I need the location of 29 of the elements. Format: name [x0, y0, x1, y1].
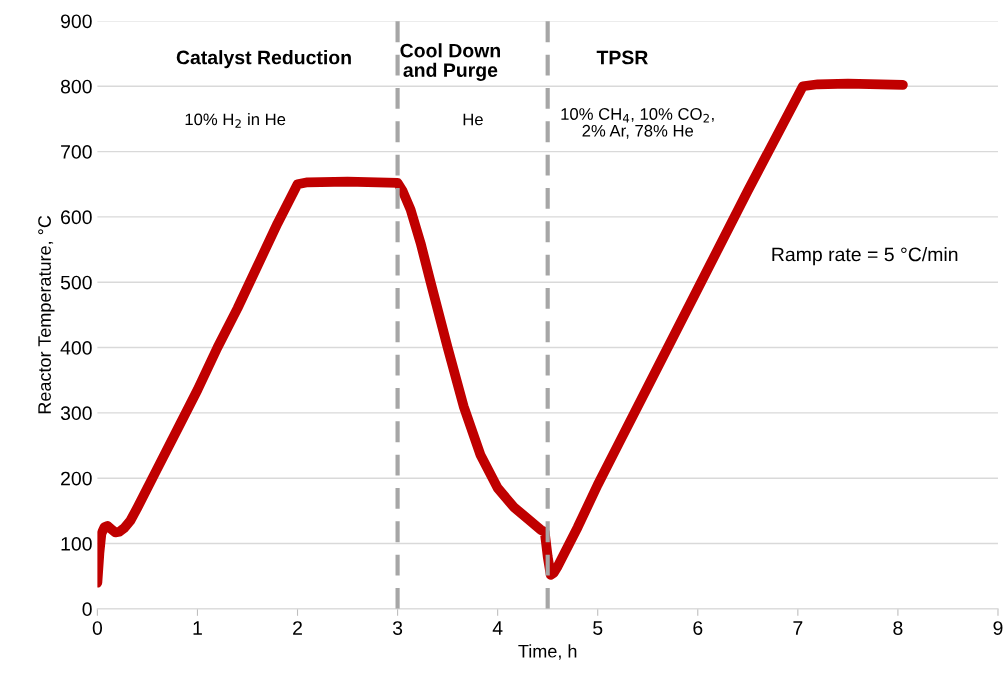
annotation: He	[463, 113, 483, 126]
y-tick-label: 900	[61, 14, 92, 29]
x-tick-label: 9	[993, 621, 1003, 635]
x-tick-label: 4	[492, 621, 503, 635]
y-tick-label: 100	[61, 536, 92, 551]
x-tick-label: 6	[693, 621, 703, 635]
x-tick-label: 3	[392, 621, 403, 635]
y-tick-label: 400	[60, 341, 92, 355]
y-tick-label: 700	[61, 145, 92, 159]
annotation: 10% H$_{2}$ in He	[185, 113, 286, 128]
annotation: TPSR	[596, 50, 648, 65]
x-tick-label: 1	[193, 621, 202, 635]
y-tick-label: 0	[82, 602, 92, 617]
annotation: Catalyst Reduction	[176, 50, 351, 69]
y-tick-label: 800	[60, 79, 92, 94]
x-tick-label: 5	[593, 621, 603, 635]
x-axis-title: Time, h	[518, 644, 577, 660]
x-tick-label: 8	[893, 621, 903, 635]
y-tick-label: 300	[60, 406, 92, 421]
x-tick-label: 2	[293, 621, 302, 635]
annotation: Cool Down and Purge	[400, 43, 500, 81]
y-tick-label: 500	[60, 275, 92, 290]
y-axis-title: Reactor Temperature, °C	[38, 215, 55, 414]
x-tick-label: 0	[92, 621, 103, 635]
annotation: Ramp rate = 5 °C/min	[772, 247, 958, 266]
annotation: 10% CH$_{4}$, 10% CO$_{2}$, 2% Ar, 78% He	[561, 108, 714, 139]
y-tick-label: 600	[61, 210, 92, 225]
y-tick-label: 200	[61, 471, 92, 486]
x-tick-label: 7	[793, 621, 803, 635]
